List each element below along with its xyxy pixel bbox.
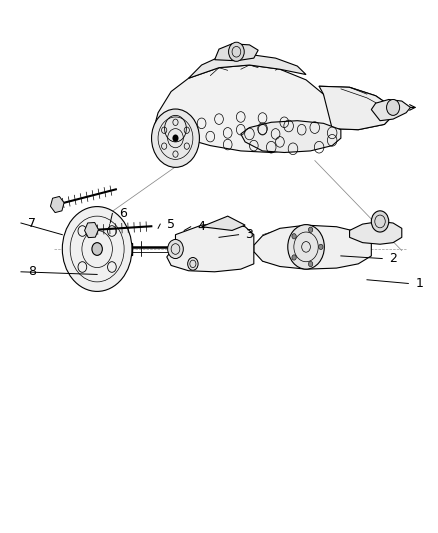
Polygon shape: [215, 44, 258, 61]
Circle shape: [308, 227, 313, 232]
Circle shape: [319, 244, 323, 249]
Circle shape: [371, 211, 389, 232]
Polygon shape: [371, 100, 410, 120]
Circle shape: [168, 239, 184, 259]
Polygon shape: [50, 197, 64, 213]
Text: 5: 5: [167, 217, 175, 231]
Circle shape: [229, 42, 244, 61]
Polygon shape: [167, 223, 254, 272]
Circle shape: [292, 255, 296, 260]
Polygon shape: [254, 225, 371, 269]
Circle shape: [187, 257, 198, 270]
Polygon shape: [350, 221, 402, 244]
Polygon shape: [319, 86, 393, 130]
Text: 2: 2: [389, 252, 397, 265]
Polygon shape: [85, 222, 99, 238]
Polygon shape: [188, 54, 306, 78]
Circle shape: [173, 134, 179, 142]
Text: 6: 6: [119, 207, 127, 220]
Polygon shape: [201, 216, 245, 230]
Polygon shape: [241, 120, 341, 152]
Text: 1: 1: [415, 277, 423, 290]
Circle shape: [308, 261, 313, 266]
Circle shape: [288, 224, 324, 269]
Circle shape: [152, 109, 199, 167]
Circle shape: [387, 100, 399, 115]
Circle shape: [62, 207, 132, 292]
Text: 7: 7: [28, 216, 36, 230]
Text: 3: 3: [246, 228, 254, 241]
Circle shape: [92, 243, 102, 255]
Circle shape: [292, 233, 296, 239]
Text: 4: 4: [198, 220, 205, 233]
Text: 8: 8: [28, 265, 36, 278]
Polygon shape: [154, 65, 332, 152]
